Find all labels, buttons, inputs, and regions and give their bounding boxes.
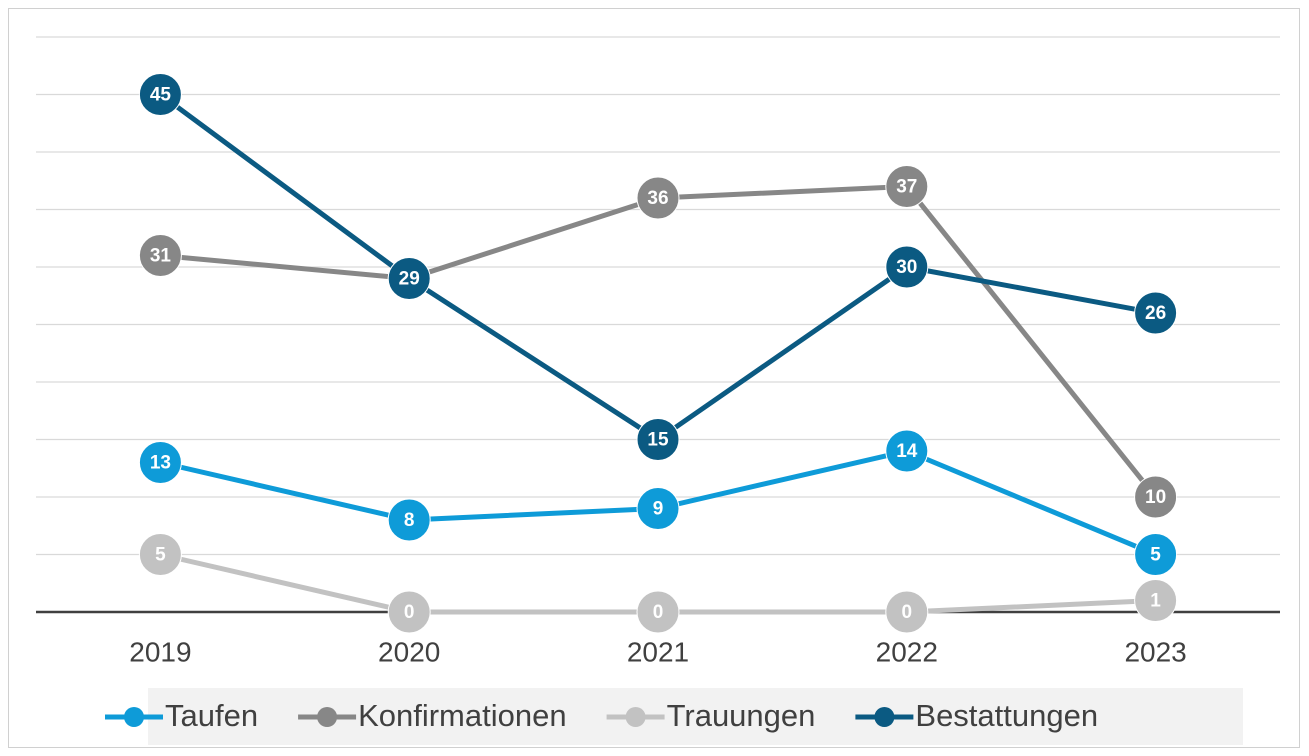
data-label: 0: [902, 602, 913, 623]
legend-label: Trauungen: [667, 698, 816, 733]
data-label: 8: [404, 510, 415, 531]
data-label: 14: [896, 441, 918, 462]
data-label: 29: [399, 269, 420, 290]
x-tick-label: 2023: [1124, 636, 1186, 667]
data-point: [138, 73, 182, 116]
data-point: [1134, 475, 1178, 519]
data-point: [138, 533, 182, 576]
data-point: [1134, 579, 1178, 622]
legend-marker: [625, 707, 646, 727]
data-point: [636, 418, 680, 461]
legend-label: Bestattungen: [915, 698, 1098, 733]
data-label: 13: [150, 453, 171, 474]
x-tick-label: 2021: [627, 636, 689, 667]
data-point: [885, 590, 929, 634]
data-point: [1134, 291, 1178, 335]
data-label: 36: [647, 188, 668, 209]
x-tick-label: 2019: [129, 636, 191, 667]
data-point: [138, 234, 182, 277]
data-point: [636, 487, 680, 530]
data-label: 10: [1145, 487, 1166, 508]
data-point: [636, 590, 680, 634]
data-point: [636, 176, 680, 220]
legend-marker: [874, 707, 895, 727]
legend-label: Taufen: [165, 698, 258, 733]
data-label: 15: [647, 430, 669, 451]
data-label: 9: [653, 499, 664, 520]
data-point: [885, 245, 929, 289]
data-point: [387, 257, 431, 300]
data-point: [138, 441, 182, 484]
data-point: [885, 165, 929, 208]
data-point: [1134, 533, 1178, 576]
data-label: 37: [896, 177, 917, 198]
data-label: 5: [1150, 545, 1161, 566]
data-point: [387, 590, 431, 634]
data-label: 0: [404, 602, 415, 623]
data-label: 31: [150, 246, 172, 267]
data-label: 30: [896, 257, 917, 278]
data-label: 0: [653, 602, 664, 623]
legend-label: Konfirmationen: [358, 698, 567, 733]
data-label: 1: [1150, 591, 1161, 612]
data-label: 26: [1145, 303, 1166, 324]
data-label: 45: [150, 85, 172, 106]
data-point: [387, 498, 431, 542]
x-tick-label: 2020: [378, 636, 440, 667]
x-tick-label: 2022: [876, 636, 938, 667]
legend-marker: [317, 707, 338, 727]
data-label: 5: [155, 545, 166, 566]
data-point: [885, 429, 929, 473]
legend-marker: [124, 707, 144, 727]
